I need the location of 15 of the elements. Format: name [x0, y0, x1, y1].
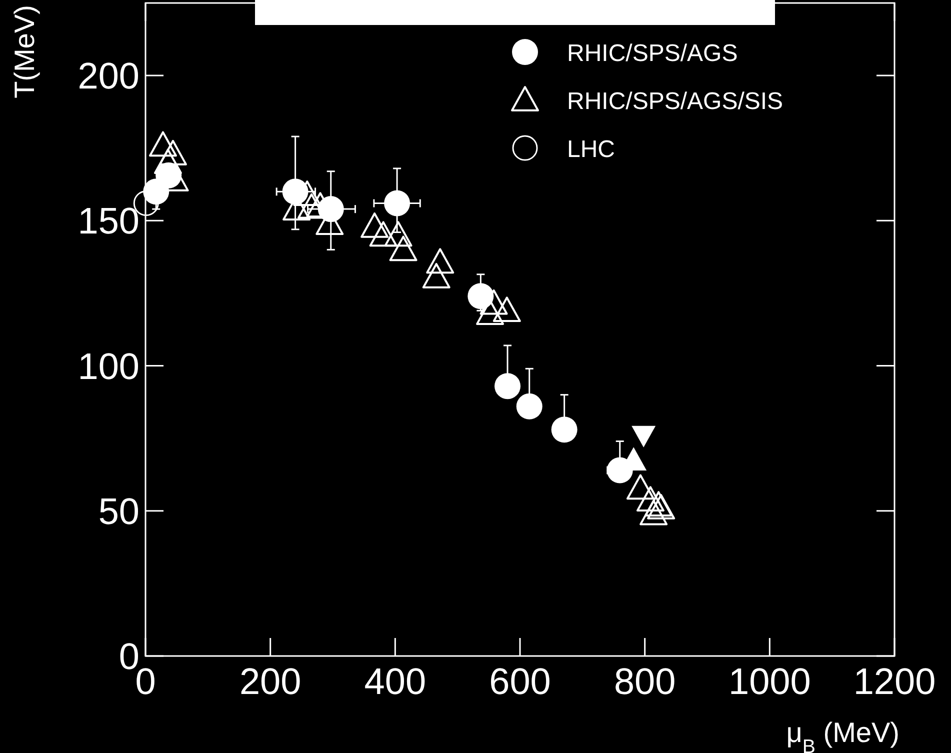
x-tick-label: 1200 — [853, 661, 936, 702]
legend-label: LHC — [567, 136, 616, 163]
x-tick-label: 1000 — [728, 661, 811, 702]
x-tick-label: 200 — [239, 661, 302, 702]
y-tick-label: 100 — [78, 346, 140, 387]
x-axis-title: μ$_{B}$ (MeV) — [786, 717, 900, 753]
x-tick-label: 800 — [614, 661, 676, 702]
legend-label: RHIC/SPS/AGS/SIS — [567, 88, 784, 115]
legend-label: RHIC/SPS/AGS — [567, 40, 738, 67]
y-tick-label: 150 — [78, 200, 140, 242]
y-tick-label: 200 — [78, 56, 140, 97]
x-tick-label: 400 — [364, 661, 426, 702]
y-axis-title: T(MeV) — [9, 5, 40, 98]
x-tick-label: 600 — [489, 661, 551, 702]
y-tick-label: 50 — [98, 490, 140, 532]
